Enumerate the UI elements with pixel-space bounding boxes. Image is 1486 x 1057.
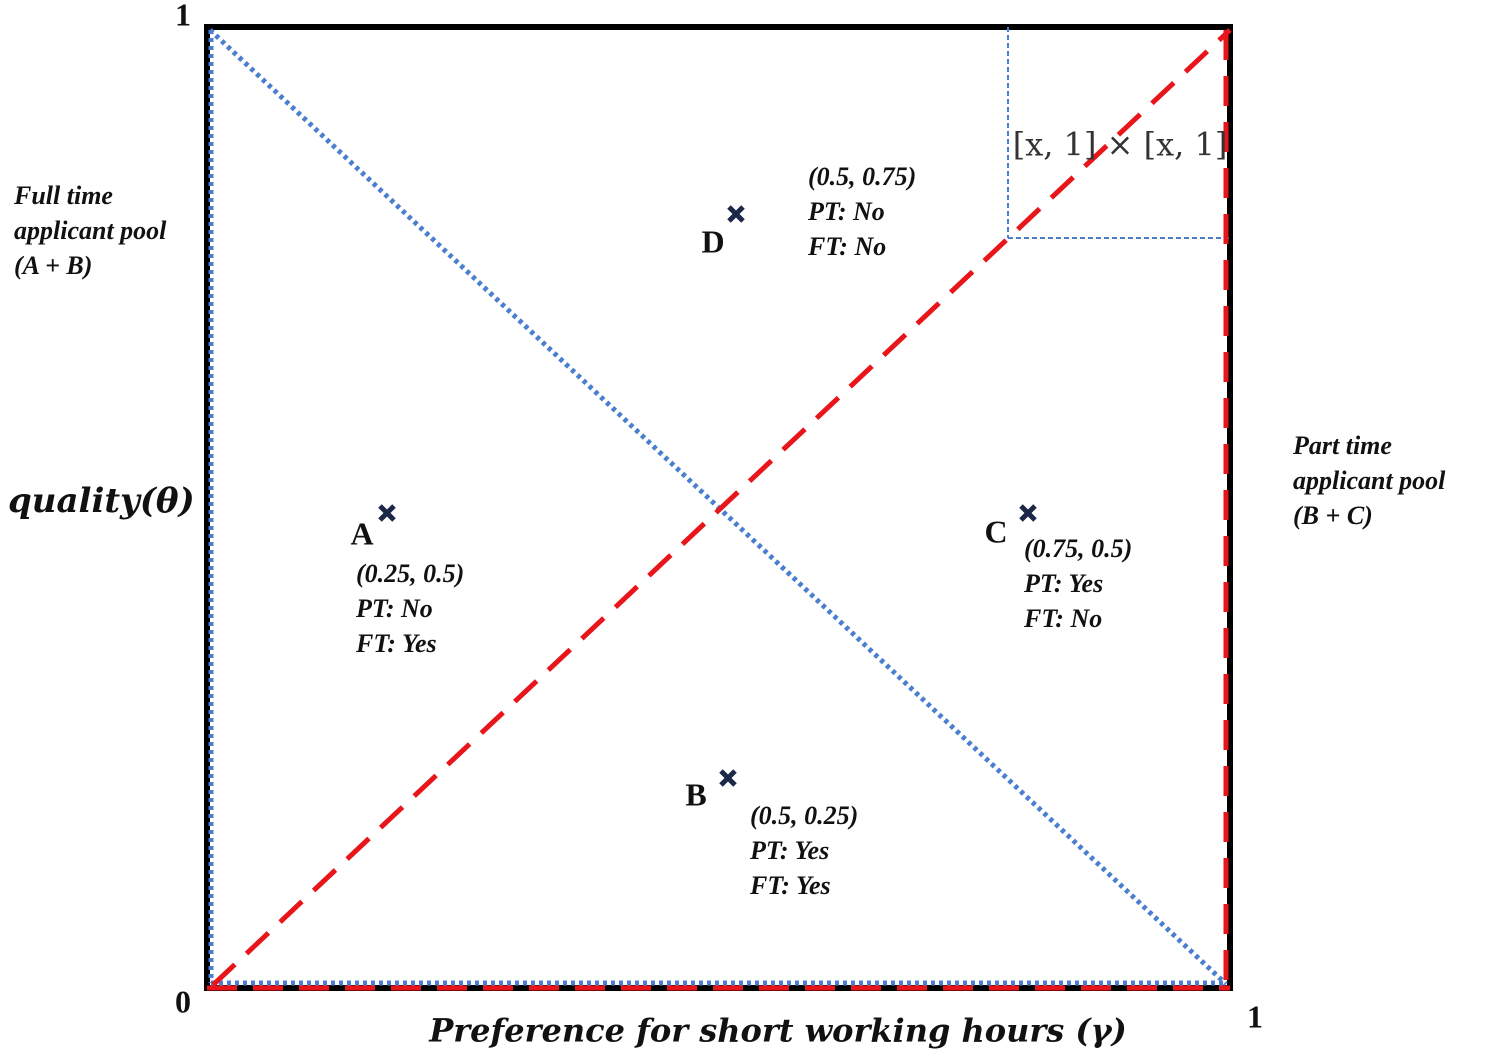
point-coords: (0.5, 0.25): [750, 801, 858, 830]
point-coords: (0.75, 0.5): [1024, 534, 1132, 563]
point-ft: FT: No: [1023, 604, 1102, 633]
x-axis-label: Preference for short working hours (γ): [428, 1012, 1127, 1050]
point-letter: D: [701, 223, 724, 259]
point-pt: PT: Yes: [749, 836, 829, 865]
points: A (0.25, 0.5) PT: No FT: Yes D (0.5, 0.75) PT:…: [350, 162, 1132, 900]
pool-label: Full time: [13, 181, 113, 210]
pool-label: (A + B): [14, 251, 92, 280]
axis-max: 1: [175, 0, 191, 32]
point-pt: PT: No: [355, 594, 433, 623]
pool-label: Part time: [1292, 431, 1392, 460]
axis-origin: 0: [175, 983, 191, 1019]
point-pt: PT: Yes: [1023, 569, 1103, 598]
point-ft: FT: Yes: [355, 629, 437, 658]
point-marker: [719, 769, 737, 787]
pool-labels: Full time applicant pool (A + B) Part time a…: [13, 181, 1446, 530]
point-marker: [378, 504, 396, 522]
diagonal-dashed: [211, 28, 1232, 987]
point-coords: (0.25, 0.5): [356, 559, 464, 588]
point-letter: C: [984, 513, 1007, 549]
pool-label: applicant pool: [1293, 466, 1446, 495]
point-marker: [727, 205, 745, 223]
point-pt: PT: No: [807, 197, 885, 226]
point-ft: FT: No: [807, 232, 886, 261]
region-label: [x, 1] × [x, 1]: [1013, 126, 1228, 164]
point-coords: (0.5, 0.75): [808, 162, 916, 191]
pool-label: (B + C): [1293, 501, 1373, 530]
point-ft: FT: Yes: [749, 871, 831, 900]
point-letter: B: [685, 776, 706, 812]
pool-label: applicant pool: [14, 216, 167, 245]
y-axis-label: quality(θ): [8, 481, 195, 521]
point-letter: A: [350, 515, 373, 551]
diagonal-dotted: [208, 28, 1228, 986]
point-marker: [1019, 504, 1037, 522]
axis-max: 1: [1247, 998, 1263, 1034]
